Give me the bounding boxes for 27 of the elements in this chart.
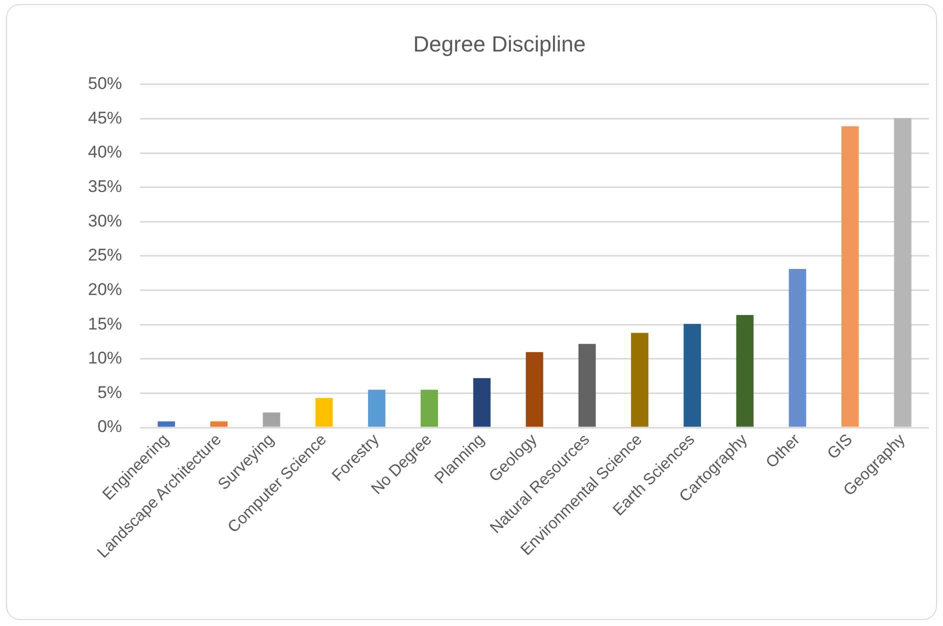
bar (210, 421, 228, 427)
bar (894, 118, 912, 427)
bar (841, 126, 859, 427)
bar (631, 332, 648, 427)
y-tick-label: 45% (88, 108, 122, 128)
bar (736, 315, 754, 427)
bar (262, 412, 280, 427)
y-tick-label: 35% (88, 177, 122, 196)
y-tick-label: 0% (97, 417, 122, 436)
bar (684, 324, 701, 427)
y-tick-label: 15% (88, 314, 122, 334)
y-tick-label: 40% (88, 142, 122, 162)
bar (526, 352, 544, 427)
y-tick-label: 20% (88, 280, 122, 299)
y-tick-label: 30% (88, 211, 122, 230)
bar (315, 398, 333, 427)
y-tick-label: 5% (97, 382, 122, 402)
y-tick-label: 10% (88, 348, 122, 368)
bar (158, 421, 176, 427)
bar (788, 269, 806, 427)
bar (473, 378, 491, 427)
bar (368, 390, 386, 427)
y-tick-label: 50% (88, 74, 122, 94)
chart-title: Degree Discipline (413, 31, 586, 56)
y-tick-label: 25% (88, 246, 122, 265)
bar (578, 344, 596, 427)
bar (420, 390, 438, 427)
